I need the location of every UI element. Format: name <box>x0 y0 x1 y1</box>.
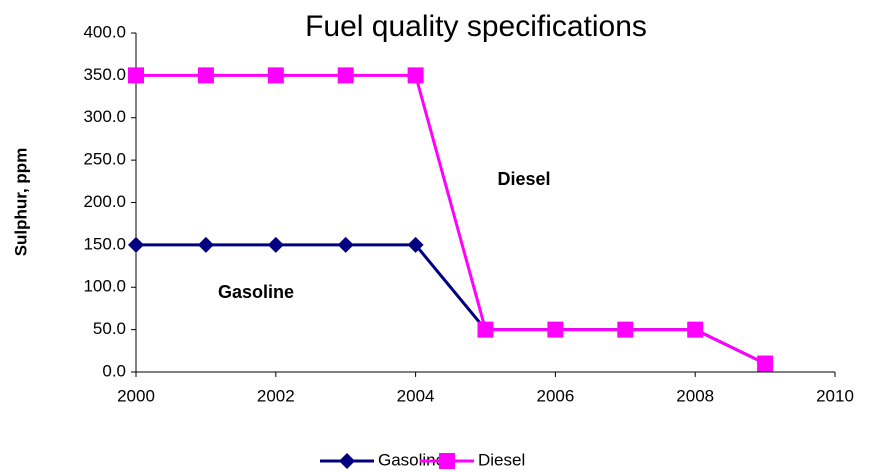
marker <box>407 236 424 253</box>
chart-title: Fuel quality specifications <box>305 10 647 43</box>
y-tick-label: 50.0 <box>93 319 126 338</box>
x-tick-label: 2006 <box>536 386 574 405</box>
y-tick-label: 100.0 <box>83 277 126 296</box>
marker <box>197 236 214 253</box>
x-tick-label: 2004 <box>397 386 435 405</box>
legend-label: Gasoline <box>378 450 445 469</box>
annotation: Gasoline <box>218 282 294 302</box>
marker <box>687 321 704 338</box>
y-tick-label: 300.0 <box>83 107 126 126</box>
marker <box>128 67 144 84</box>
series-line <box>136 243 766 365</box>
marker <box>337 236 354 253</box>
x-tick-label: 2000 <box>117 386 155 405</box>
marker <box>339 453 355 469</box>
series-line <box>136 73 766 365</box>
marker <box>477 321 494 338</box>
marker <box>439 453 455 469</box>
marker <box>267 236 284 253</box>
y-axis-label: Sulphur, ppm <box>11 148 30 257</box>
marker <box>407 67 424 84</box>
y-tick-label: 0.0 <box>102 361 126 380</box>
x-tick-label: 2002 <box>257 386 295 405</box>
marker <box>267 67 284 84</box>
y-tick-label: 350.0 <box>83 65 126 84</box>
marker <box>547 321 564 338</box>
marker <box>617 321 634 338</box>
x-tick-label: 2008 <box>676 386 714 405</box>
y-tick-label: 250.0 <box>83 150 126 169</box>
y-tick-label: 200.0 <box>83 192 126 211</box>
marker <box>128 236 144 253</box>
marker <box>337 67 354 84</box>
y-tick-label: 150.0 <box>83 234 126 253</box>
annotation: Diesel <box>497 169 550 189</box>
x-tick-label: 2010 <box>816 386 854 405</box>
y-tick-label: 400.0 <box>83 22 126 41</box>
marker <box>757 355 774 372</box>
legend-label: Diesel <box>478 450 525 469</box>
marker <box>197 67 214 84</box>
